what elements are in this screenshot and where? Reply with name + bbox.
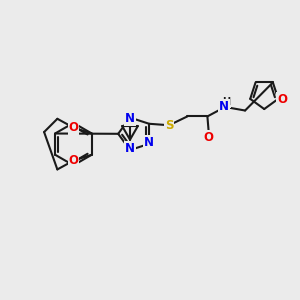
Text: N: N (125, 142, 135, 155)
Text: O: O (277, 93, 287, 106)
Text: O: O (204, 130, 214, 143)
Text: N: N (125, 112, 135, 125)
Text: N: N (144, 136, 154, 149)
Text: O: O (68, 154, 79, 167)
Text: O: O (68, 121, 79, 134)
Text: H: H (223, 97, 231, 107)
Text: N: N (219, 100, 229, 113)
Text: S: S (165, 119, 173, 132)
